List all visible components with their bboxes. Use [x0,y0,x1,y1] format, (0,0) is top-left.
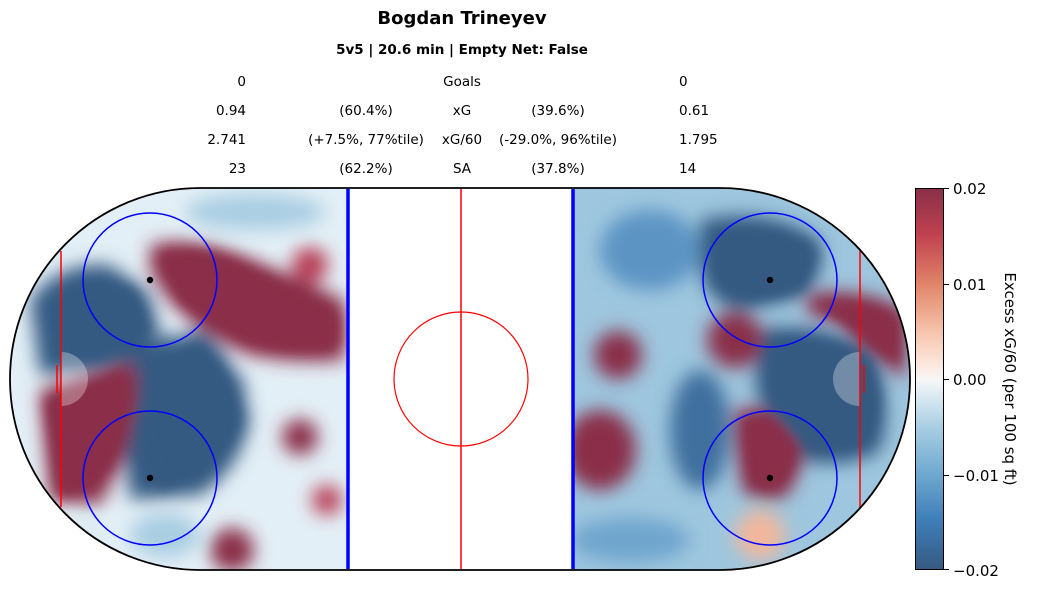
left-value: 2.741 [207,132,246,148]
right-goal-crease [833,352,860,406]
colorbar-tick-label: 0.00 [953,371,987,389]
faceoff-dot [146,276,154,284]
colorbar-tick-label: −0.02 [953,562,999,580]
faceoff-dot [766,276,774,284]
colorbar [915,188,944,570]
chart-subtitle: 5v5 | 20.6 min | Empty Net: False [336,42,588,58]
left-value: 23 [228,161,246,177]
colorbar-label: Excess xG/60 (per 100 sq ft) [1001,272,1019,486]
colorbar-tick [944,379,949,380]
right-value: 14 [679,161,697,177]
faceoff-circle-left-bottom [82,410,218,546]
faceoff-circle-right-bottom [702,410,838,546]
stat-row-sa: 23 (62.2%) SA (37.8%) 14 [0,161,924,179]
colorbar-tick-label: 0.01 [953,276,987,294]
left-pct: (60.4%) [339,103,393,119]
faceoff-circle-left-top [82,212,218,348]
colorbar-tick-label: 0.02 [953,180,987,198]
faceoff-circle-right-top [702,212,838,348]
stat-row-xg60: 2.741 (+7.5%, 77%tile) xG/60 (-29.0%, 96… [0,132,924,150]
colorbar-tick-label: −0.01 [953,467,999,485]
left-pct: (62.2%) [339,161,393,177]
colorbar-tick [944,188,949,189]
left-goal-crease [61,352,88,406]
stat-label: SA [452,161,472,177]
rink-boards [9,187,911,571]
stat-label: xG [452,103,472,119]
right-pct: (-29.0%, 96%tile) [499,132,617,148]
stat-row-goals: 0 Goals 0 [0,74,924,92]
right-pct: (37.8%) [531,161,585,177]
left-value: 0.94 [215,103,246,119]
colorbar-tick [944,569,949,570]
right-value: 0.61 [679,103,710,119]
right-pct: (39.6%) [531,103,585,119]
stat-row-xg: 0.94 (60.4%) xG (39.6%) 0.61 [0,103,924,121]
colorbar-tick [944,284,949,285]
faceoff-dot [146,474,154,482]
faceoff-dot [766,474,774,482]
chart-title: Bogdan Trineyev [377,8,547,29]
right-value: 1.795 [679,132,718,148]
colorbar-tick [944,475,949,476]
left-value: 0 [237,74,246,90]
left-pct: (+7.5%, 77%tile) [308,132,424,148]
stat-label: xG/60 [441,132,483,148]
right-value: 0 [679,74,688,90]
center-faceoff-circle [393,311,529,447]
stat-label: Goals [443,74,481,90]
